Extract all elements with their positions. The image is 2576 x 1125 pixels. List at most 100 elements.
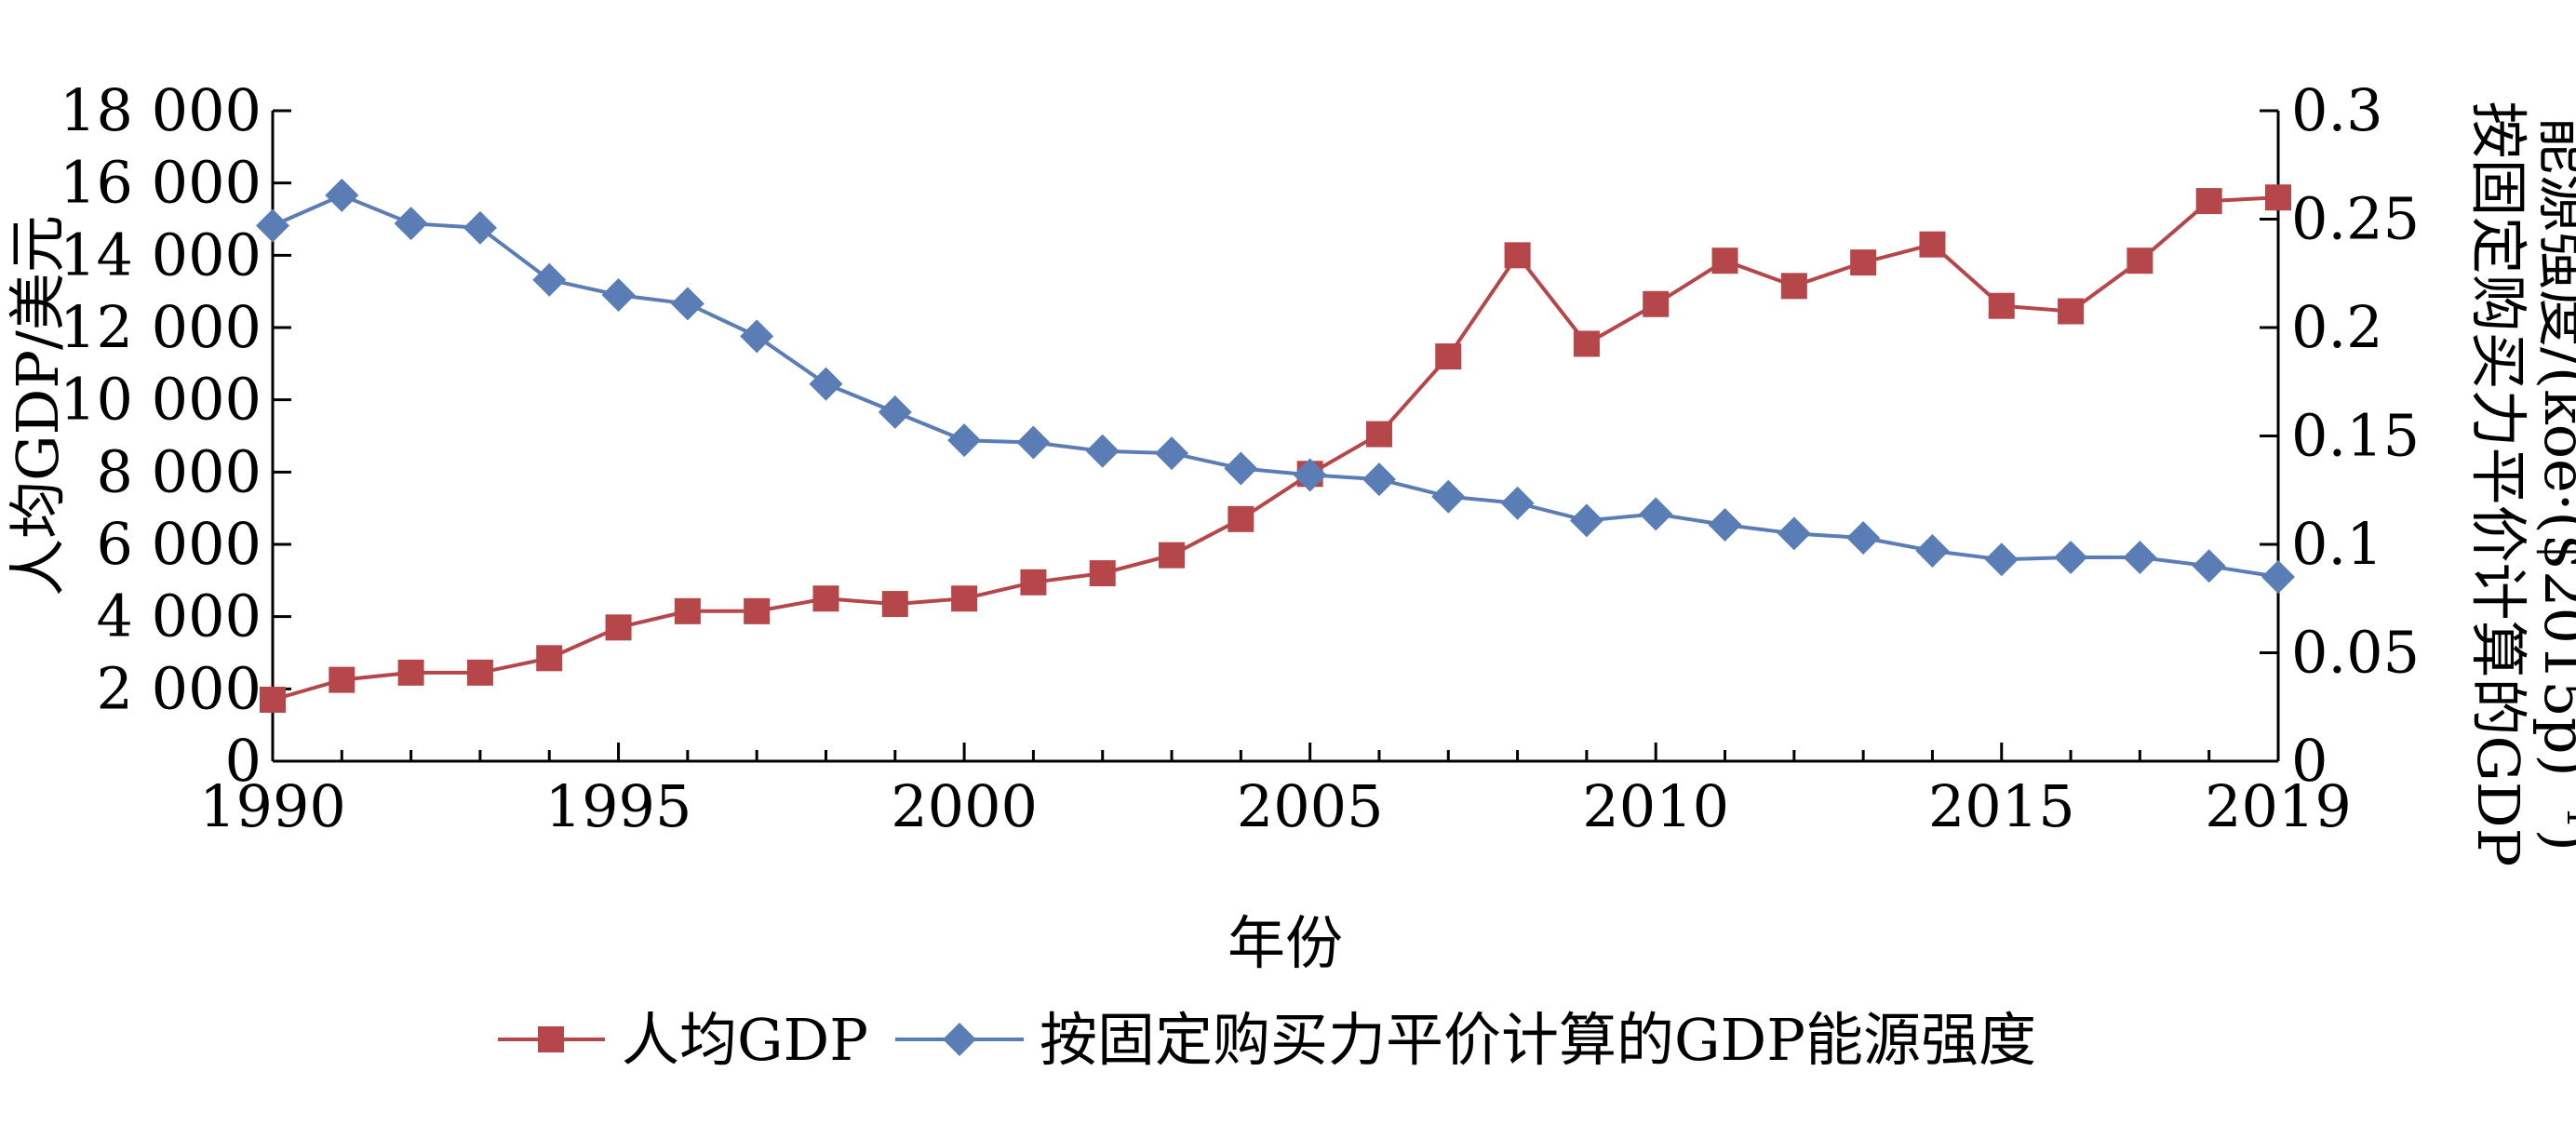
legend-label-gdp: 人均GDP <box>622 1006 868 1074</box>
x-tick-label: 1990 <box>199 772 346 840</box>
right-axis-label-superscript: −1 <box>2559 777 2576 829</box>
data-point-gdp <box>1988 292 2015 319</box>
data-point-gdp <box>2265 184 2291 211</box>
right-axis-label-prefix: 能源强度/(koe·($2015p) <box>2531 116 2576 777</box>
data-point-energy <box>2054 540 2088 574</box>
right-axis-label-line1: 按固定购买力平价计算的GDP <box>2464 101 2532 867</box>
data-point-energy <box>256 208 289 243</box>
right-tick-label: 0 <box>2291 727 2328 795</box>
right-tick-label: 0.1 <box>2291 510 2383 578</box>
legend-label-energy: 按固定购买力平价计算的GDP能源强度 <box>1040 1006 2036 1074</box>
data-point-gdp <box>1711 248 1738 275</box>
plot-frame <box>271 111 2280 763</box>
right-tick-label: 0.15 <box>2291 402 2420 470</box>
data-point-gdp <box>1573 330 1600 357</box>
right-tick-label: 0.25 <box>2291 185 2420 253</box>
data-point-energy <box>740 319 774 354</box>
right-tick-label: 0.05 <box>2291 619 2420 687</box>
data-point-gdp <box>951 585 978 612</box>
left-tick-label: 10 000 <box>60 366 262 434</box>
x-axis-ticks: 1990 1995 2000 2005 2010 2015 2019 <box>199 743 2352 840</box>
data-point-energy <box>809 367 843 401</box>
series-line-1 <box>272 193 2279 579</box>
data-point-energy <box>601 278 636 313</box>
data-point-gdp <box>1780 273 1807 300</box>
data-point-energy <box>2261 559 2295 594</box>
right-axis-label-suffix: ) <box>2531 829 2576 851</box>
right-tick-label: 0.2 <box>2291 293 2383 361</box>
data-point-gdp <box>881 591 908 618</box>
data-point-energy <box>1016 425 1051 460</box>
data-point-gdp <box>744 597 771 624</box>
left-tick-label: 0 <box>225 727 262 795</box>
data-point-gdp <box>1089 560 1116 587</box>
data-point-energy <box>878 395 912 429</box>
left-tick-label: 18 000 <box>60 76 262 144</box>
left-tick-label: 14 000 <box>60 221 262 288</box>
x-axis-label: 年份 <box>1228 909 1343 977</box>
data-point-gdp <box>2058 298 2085 325</box>
data-point-gdp <box>1365 421 1392 448</box>
right-axis-label-line2: 能源强度/(koe·($2015p)−1) <box>2531 116 2576 851</box>
data-point-gdp <box>397 659 424 686</box>
data-point-energy <box>1431 479 1466 514</box>
data-point-energy <box>1915 533 1950 568</box>
data-point-gdp <box>1159 542 1186 569</box>
data-point-gdp <box>1504 242 1531 269</box>
left-tick-label: 8 000 <box>97 437 262 505</box>
data-point-energy <box>947 423 982 458</box>
left-tick-label: 6 000 <box>97 510 262 578</box>
left-tick-label: 16 000 <box>60 149 262 217</box>
data-point-energy <box>1362 462 1396 497</box>
data-point-gdp <box>1919 231 1946 258</box>
data-point-energy <box>1293 458 1327 492</box>
left-tick-label: 2 000 <box>97 654 262 722</box>
data-point-gdp <box>812 585 839 612</box>
data-point-energy <box>532 262 567 297</box>
left-tick-label: 4 000 <box>97 583 262 650</box>
data-point-energy <box>1224 451 1258 486</box>
data-point-energy <box>1708 508 1742 542</box>
x-tick-label: 2015 <box>1928 772 2075 840</box>
data-point-energy <box>670 287 704 321</box>
series-line-0 <box>272 195 2279 702</box>
data-point-energy <box>1085 434 1120 468</box>
data-point-gdp <box>329 666 356 693</box>
data-point-energy <box>325 178 359 212</box>
data-point-gdp <box>1435 343 1462 370</box>
series-layer <box>256 178 2295 713</box>
data-point-gdp <box>260 686 286 713</box>
data-point-energy <box>394 207 428 241</box>
data-point-energy <box>1777 516 1811 551</box>
data-point-gdp <box>674 597 701 624</box>
data-point-gdp <box>1643 290 1670 317</box>
data-point-energy <box>2123 540 2157 574</box>
data-point-energy <box>463 210 497 245</box>
x-tick-label: 1995 <box>545 772 692 840</box>
data-point-gdp <box>605 614 632 641</box>
data-point-gdp <box>1228 505 1254 532</box>
right-axis-ticks: 0 0.05 0.1 0.15 0.2 0.25 0.3 <box>2260 76 2420 795</box>
data-point-gdp <box>536 645 563 672</box>
data-point-energy <box>1984 542 2019 577</box>
legend: 人均GDP 按固定购买力平价计算的GDP能源强度 <box>498 1006 2036 1074</box>
data-point-energy <box>1846 521 1881 556</box>
legend-marker-energy <box>943 1023 976 1056</box>
left-axis-label: 人均GDP/美元 <box>4 215 72 596</box>
left-tick-label: 12 000 <box>60 293 262 361</box>
data-point-gdp <box>2195 188 2222 215</box>
x-tick-label: 2005 <box>1237 772 1384 840</box>
data-point-gdp <box>1850 249 1877 276</box>
data-point-energy <box>1569 503 1603 538</box>
data-point-energy <box>2192 549 2226 583</box>
data-point-gdp <box>1020 569 1047 596</box>
x-tick-label: 2019 <box>2205 772 2352 840</box>
data-point-gdp <box>466 659 493 686</box>
x-tick-label: 2000 <box>891 772 1038 840</box>
data-point-energy <box>1500 486 1535 520</box>
data-point-gdp <box>2127 248 2153 275</box>
legend-marker-gdp <box>538 1026 564 1052</box>
data-point-energy <box>1155 436 1189 471</box>
